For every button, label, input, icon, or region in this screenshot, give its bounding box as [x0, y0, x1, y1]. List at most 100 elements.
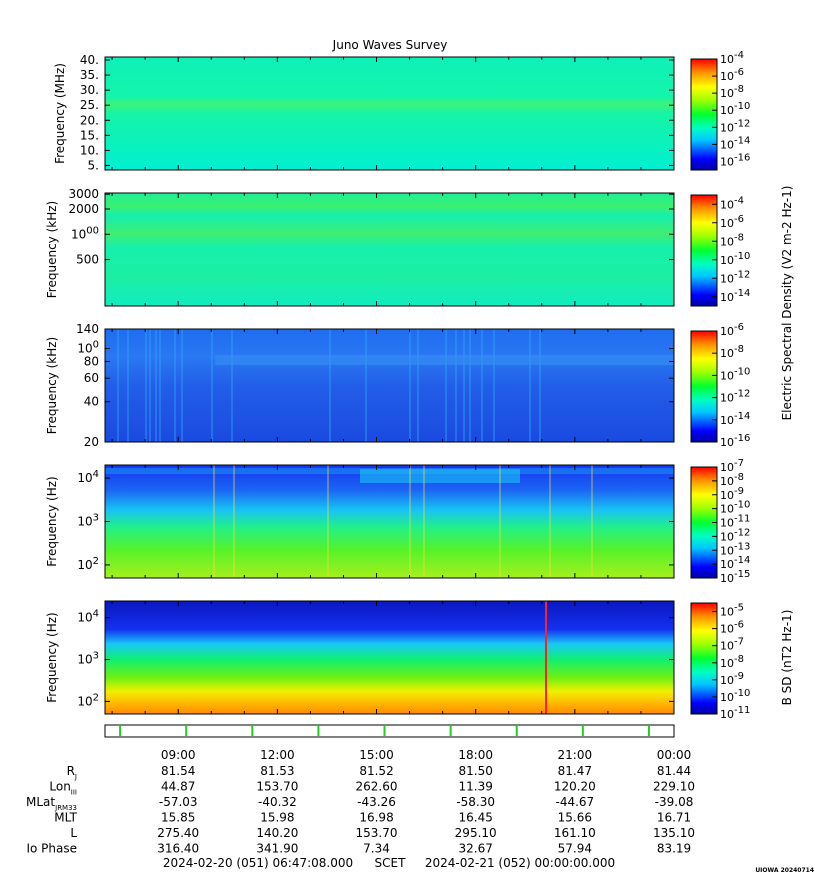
ephemeris-row-label: Io Phase	[26, 842, 77, 856]
spectrogram-image	[105, 465, 674, 578]
ephemeris-value: 341.90	[256, 842, 298, 856]
y-tick-label: 40.	[80, 53, 99, 67]
ephemeris-value: 153.70	[256, 780, 298, 794]
y-tick-label: 3000	[68, 187, 99, 201]
colorbar-tick-label: 10-6	[720, 67, 744, 83]
colorbar-tick-label: 10-14	[720, 555, 750, 571]
colorbar-tick-label: 10-6	[720, 214, 744, 230]
y-tick-label: 102	[77, 692, 99, 708]
colorbar-2: 10-14 10-12 10-10 10-8 10-6 10-4	[690, 194, 750, 307]
ephemeris-value: 316.40	[157, 842, 199, 856]
spectrogram-image	[105, 193, 674, 306]
y-tick-label: 103	[77, 651, 99, 667]
colorbar-tick-label: 10-6	[720, 620, 744, 636]
colorbar-tick-label: 10-13	[720, 541, 750, 557]
ephemeris-value: 229.10	[653, 780, 695, 794]
colorbar-frame	[690, 602, 718, 715]
y-axis-label: Frequency (Hz)	[45, 612, 59, 703]
spectrogram-panel-1: 5.10.15.20.25.30.35.40. Frequency (MHz) 10…	[53, 50, 750, 172]
ephemeris-value: -57.03	[159, 795, 198, 809]
ephemeris-value: 7.34	[363, 842, 390, 856]
time-tick-label: 09:00	[161, 748, 196, 762]
ephemeris-value: 83.19	[657, 842, 691, 856]
ephemeris-value: 161.10	[554, 826, 596, 840]
colorbar-gradient	[691, 603, 717, 714]
colorbar-tick-label: 10-10	[720, 688, 750, 704]
panel-frame	[104, 192, 675, 307]
colorbar-gradient	[691, 59, 717, 170]
y-tick-label: 100	[77, 340, 99, 356]
ephemeris-row-label: MLT	[54, 811, 77, 825]
time-tick-label: 21:00	[558, 748, 593, 762]
ephemeris-value: -40.32	[258, 795, 297, 809]
ephemeris-value: 11.39	[459, 780, 493, 794]
spectrogram-image	[105, 329, 674, 442]
colorbar-tick-label: 10-14	[720, 411, 750, 427]
footer-end-time: 2024-02-21 (052) 00:00:00.000	[425, 856, 615, 870]
ephemeris-value: -43.26	[357, 795, 396, 809]
y-tick-label: 2000	[68, 202, 99, 216]
y-tick-label: 5.	[88, 158, 99, 172]
colorbar-tick-label: 10-9	[720, 486, 744, 502]
time-tick-label: 18:00	[458, 748, 493, 762]
ephemeris-value: 140.20	[256, 826, 298, 840]
ephemeris-value: 57.94	[558, 842, 592, 856]
colorbar-frame	[690, 330, 718, 443]
colorbar-tick-label: 10-6	[720, 322, 744, 338]
y-tick-label: 104	[77, 469, 99, 485]
colorbar-tick-label: 10-16	[720, 433, 750, 449]
ephemeris-row-label: LonIII	[49, 780, 77, 797]
panel-frame	[104, 600, 675, 715]
time-tick-label: 12:00	[260, 748, 295, 762]
ephemeris-table: 09:00 12:00 15:00 18:00 21:00 00:00 RJ 81.54 81.…	[26, 748, 695, 856]
colorbar-tick-label: 10-8	[720, 84, 744, 100]
ephemeris-value: 120.20	[554, 780, 596, 794]
ephemeris-value: 44.87	[161, 780, 195, 794]
colorbar-tick-label: 10-10	[720, 251, 750, 267]
colorbar-tick-label: 10-14	[720, 288, 750, 304]
y-tick-label: 103	[77, 513, 99, 529]
colorbar-frame	[690, 194, 718, 307]
ephemeris-value: 275.40	[157, 826, 199, 840]
colorbar-tick-label: 10-10	[720, 500, 750, 516]
colorbar-tick-label: 10-12	[720, 389, 750, 405]
colorbar-tick-label: 10-8	[720, 472, 744, 488]
y-tick-label: 104	[77, 609, 99, 625]
y-tick-label: 35.	[80, 68, 99, 82]
shared-colorbar-label: Electric Spectral Density (V2 m-2 Hz-1)	[780, 186, 794, 421]
ephemeris-value: 135.10	[653, 826, 695, 840]
colorbar-tick-label: 10-12	[720, 118, 750, 134]
credit-label: UIOWA 20240714	[755, 867, 814, 874]
time-tick-label: 15:00	[359, 748, 394, 762]
ephemeris-value: 15.66	[558, 811, 592, 825]
ephemeris-value: 16.45	[459, 811, 493, 825]
colorbar-tick-label: 10-8	[720, 344, 744, 360]
ephemeris-value: 16.98	[359, 811, 393, 825]
colorbar-tick-label: 10-15	[720, 569, 750, 585]
ephemeris-value: -44.67	[555, 795, 594, 809]
ephemeris-row-label: RJ	[67, 764, 77, 781]
colorbar-tick-label: 10-12	[720, 269, 750, 285]
colorbar-tick-label: 10-11	[720, 514, 750, 530]
y-tick-label: 15.	[80, 128, 99, 142]
ephemeris-value: 15.85	[161, 811, 195, 825]
ephemeris-value: 32.67	[459, 842, 493, 856]
y-tick-label: 20.	[80, 113, 99, 127]
ephemeris-value: 81.50	[459, 764, 493, 778]
ephemeris-value: 81.54	[161, 764, 195, 778]
y-tick-label: 80	[84, 354, 99, 368]
colorbar-tick-label: 10-14	[720, 135, 750, 151]
colorbar-label: B SD (nT2 Hz-1)	[780, 610, 794, 706]
colorbar-tick-label: 10-10	[720, 101, 750, 117]
y-tick-label: 140	[76, 322, 99, 336]
y-tick-label: 25.	[80, 98, 99, 112]
spectrogram-image	[105, 57, 674, 170]
chart-title: Juno Waves Survey	[332, 38, 448, 52]
y-tick-label: 1000	[71, 225, 99, 241]
colorbar-tick-label: 10-8	[720, 654, 744, 670]
colorbar-tick-label: 10-12	[720, 527, 750, 543]
colorbar-3: 10-16 10-14 10-12 10-10 10-8 10-6	[690, 322, 750, 449]
ephemeris-value: 15.98	[260, 811, 294, 825]
